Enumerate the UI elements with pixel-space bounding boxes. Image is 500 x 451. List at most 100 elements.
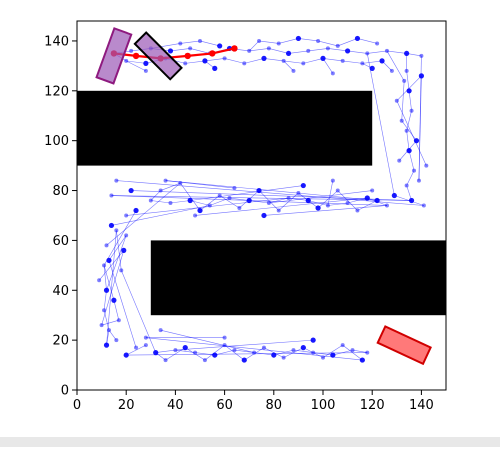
tree-node (364, 195, 370, 201)
tree-edge (263, 58, 284, 62)
tree-edge (145, 337, 363, 361)
tree-node (217, 43, 223, 49)
tree-node (242, 61, 247, 66)
tree-node (217, 193, 222, 198)
tree-edge (386, 50, 407, 54)
tree-node (193, 350, 198, 355)
tree-node (266, 201, 271, 206)
tree-node (384, 203, 389, 208)
tree-edge (165, 180, 378, 201)
tree-edge (165, 180, 235, 189)
tree-edge (396, 100, 427, 166)
tree-node (291, 348, 296, 353)
tree-edge (111, 205, 210, 226)
tree-node (375, 41, 380, 46)
tree-node (300, 182, 306, 189)
tree-edge (303, 58, 324, 64)
tree-node (408, 197, 415, 204)
tree-node (143, 68, 148, 73)
tree-node (379, 58, 385, 64)
tree-edge (98, 250, 124, 281)
tree-edge (408, 90, 412, 111)
tree-node (246, 197, 252, 204)
tree-edge (317, 190, 338, 209)
solution-path-line (113, 47, 235, 60)
tree-node (330, 71, 335, 76)
tree-node (252, 350, 257, 355)
tree-node (370, 188, 375, 193)
tree-node (391, 192, 397, 199)
tree-edge (283, 347, 304, 358)
y-tick-label: 80 (52, 184, 69, 199)
tree-edge (108, 235, 127, 261)
intermediate-robot-footprint (133, 31, 183, 81)
tree-node (111, 297, 117, 303)
tree-edge (209, 197, 230, 206)
start-robot-footprint (95, 27, 133, 85)
tree-edge (288, 50, 309, 54)
tree-node (310, 337, 316, 343)
tree-node (188, 46, 193, 51)
tree-node (99, 323, 104, 328)
tree-edge (224, 344, 245, 361)
tree-node (153, 350, 159, 356)
tree-node (106, 257, 112, 263)
tree-edge (406, 70, 410, 91)
tree-node (285, 50, 292, 57)
tree-edge (116, 230, 122, 271)
tree-node (266, 46, 271, 51)
tree-node (237, 205, 242, 210)
tree-node (301, 61, 306, 66)
y-tick-label: 0 (61, 384, 69, 399)
y-tick-label: 100 (44, 134, 69, 149)
tree-node (116, 318, 121, 323)
tree-node (103, 287, 110, 293)
tree-node (227, 196, 232, 201)
tree-node (97, 278, 102, 283)
x-tick-label: 80 (266, 398, 283, 413)
tree-edge (103, 290, 107, 311)
axis-ticks: 0 20 40 60 80 100 120 140 0 20 40 60 80 100 120 140 (44, 34, 434, 413)
tree-node (384, 48, 389, 53)
tree-node (271, 352, 277, 358)
tree-node (232, 186, 237, 191)
tree-edge (150, 190, 161, 201)
tree-edge (408, 150, 415, 171)
tree-node (345, 201, 350, 206)
tree-node (178, 41, 183, 46)
tree-edge (322, 344, 343, 358)
tree-node (359, 357, 365, 363)
tree-edge (362, 60, 383, 64)
tree-edge (259, 40, 279, 44)
tree-node (399, 118, 404, 123)
tree-node (306, 48, 311, 53)
x-tick-label: 40 (167, 398, 184, 413)
tree-node (409, 108, 414, 113)
tree-node (295, 35, 301, 42)
tree-node (350, 348, 355, 353)
tree-edge (418, 75, 422, 181)
tree-node (212, 65, 218, 71)
tree-nodes (97, 35, 429, 363)
x-tick-label: 60 (216, 398, 233, 413)
tree-node (261, 212, 267, 219)
tree-node (178, 181, 183, 186)
tree-node (167, 48, 174, 54)
tree-edge (195, 197, 368, 216)
tree-edge (103, 265, 107, 291)
tree-node (163, 178, 168, 183)
tree-edge (322, 58, 334, 74)
tree-node (198, 38, 202, 43)
tree-node (212, 352, 218, 358)
tree-edge (342, 344, 363, 361)
tree-node (404, 183, 409, 188)
tree-node (404, 128, 409, 133)
tree-edge (347, 197, 368, 204)
tree-edge (386, 50, 405, 81)
tree-node (257, 38, 262, 43)
tree-edge (219, 195, 240, 209)
tree-edge (278, 192, 299, 211)
tree-node (173, 348, 178, 353)
tree-node (261, 55, 267, 61)
